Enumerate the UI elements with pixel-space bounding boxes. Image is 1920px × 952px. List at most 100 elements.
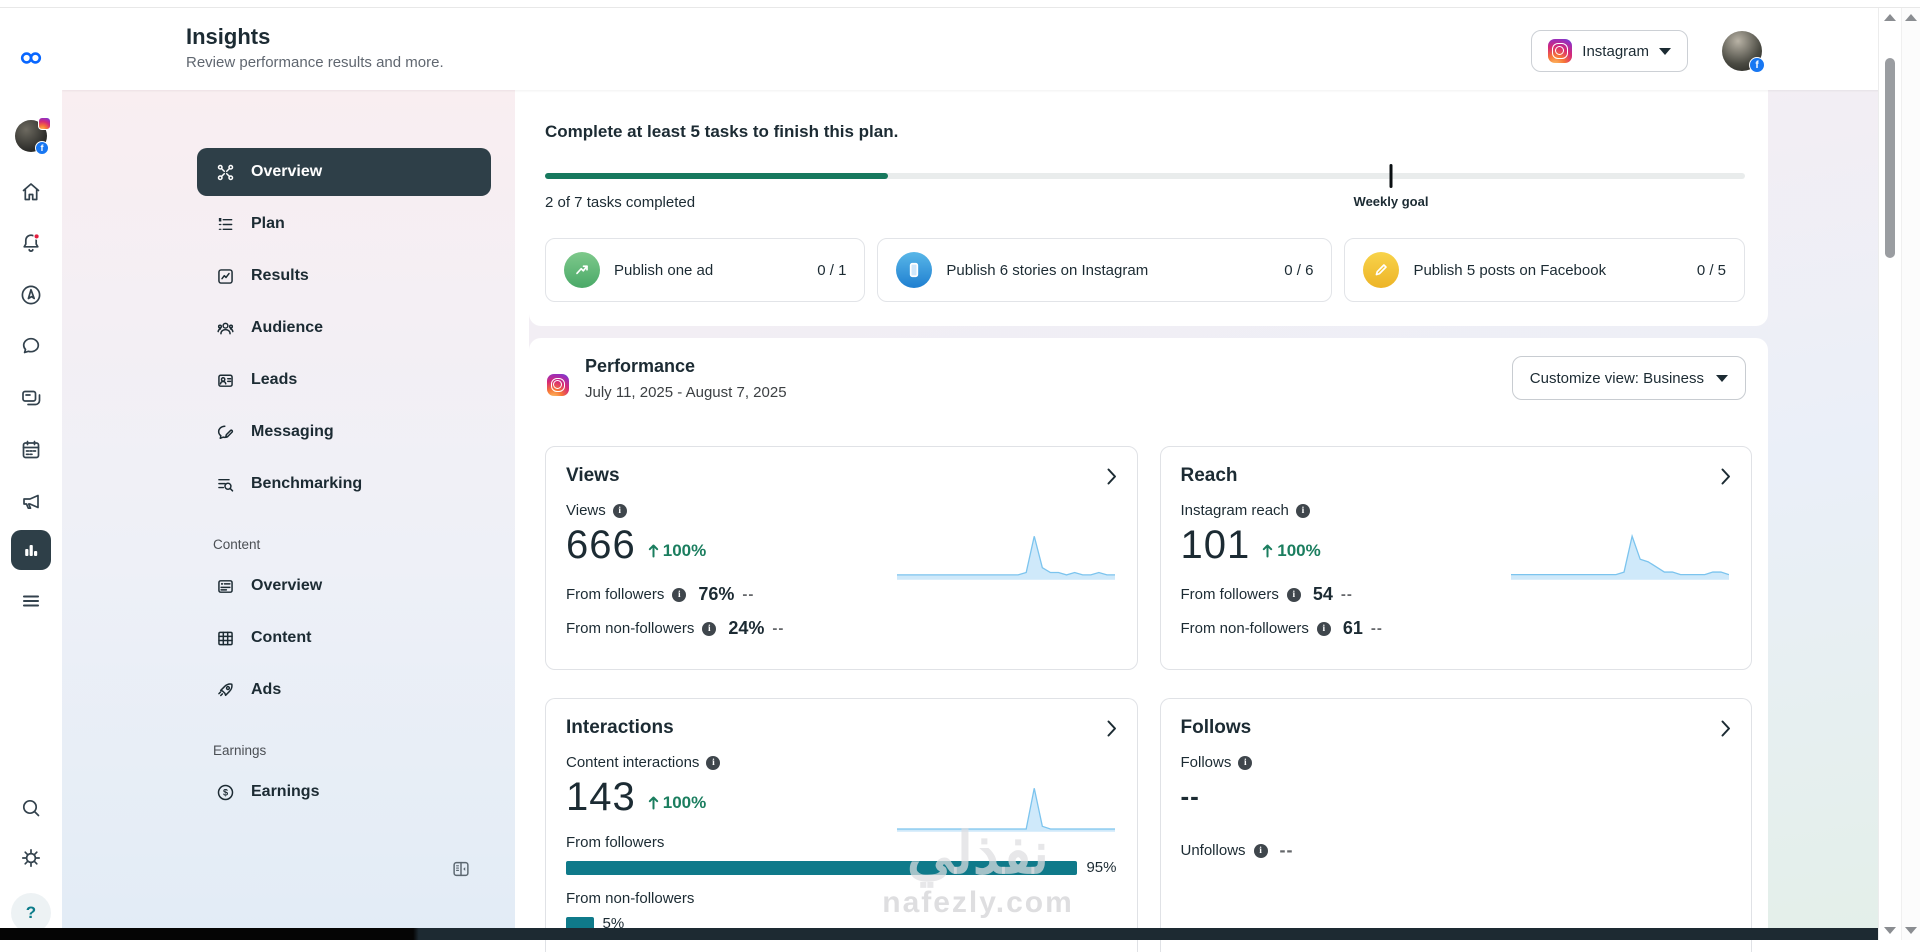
- benchmarking-icon: [218, 478, 234, 492]
- interactions-card: Interactions Content interactions i 143 …: [545, 698, 1138, 952]
- content-icon[interactable]: [11, 378, 51, 418]
- non-followers-bar: [566, 916, 594, 931]
- row-value: 76%: [698, 584, 735, 604]
- scrollbar-thumb[interactable]: [1885, 58, 1895, 258]
- sidebar-item-results[interactable]: Results: [197, 250, 491, 302]
- views-card: Views Views i 666 100% From followers: [545, 446, 1138, 670]
- sidebar-item-messaging[interactable]: Messaging: [197, 406, 491, 458]
- profile-avatar[interactable]: f: [1722, 31, 1765, 73]
- info-icon[interactable]: i: [702, 621, 717, 636]
- home-icon[interactable]: [11, 172, 51, 212]
- reach-card: Reach Instagram reach i 101 100% From f: [1159, 446, 1752, 670]
- sidebar-item-label: Ads: [251, 681, 282, 698]
- views-sparkline: [896, 529, 1115, 580]
- scroll-up-arrow[interactable]: [1905, 14, 1917, 21]
- metric-label: Views: [566, 502, 606, 519]
- task-count: 0 / 1: [817, 261, 847, 279]
- info-icon[interactable]: i: [706, 755, 721, 770]
- sidebar-section-earnings: Earnings: [213, 743, 267, 758]
- page-title: Insights: [186, 24, 271, 49]
- sidebar-item-plan[interactable]: Plan: [197, 198, 491, 250]
- inner-scrollbar[interactable]: [1878, 8, 1900, 940]
- help-icon[interactable]: ?: [11, 893, 51, 933]
- facebook-badge-icon: f: [1749, 57, 1765, 73]
- ads-icon[interactable]: [11, 481, 51, 521]
- sidebar-item-content-overview[interactable]: Overview: [197, 560, 491, 612]
- row-suffix: --: [1340, 586, 1353, 603]
- info-icon[interactable]: i: [1295, 503, 1310, 518]
- task-label: Publish one ad: [614, 261, 714, 279]
- settings-icon[interactable]: [11, 838, 51, 878]
- info-icon[interactable]: i: [1238, 755, 1253, 770]
- row-value: 24%: [728, 618, 765, 638]
- reach-sparkline: [1511, 529, 1729, 580]
- sidebar-item-audience[interactable]: Audience: [197, 302, 491, 354]
- task-publish-stories[interactable]: Publish 6 stories on Instagram 0 / 6: [877, 238, 1333, 302]
- sidebar-section-content: Content: [213, 537, 261, 552]
- info-icon[interactable]: i: [1286, 587, 1301, 602]
- story-phone-icon: [896, 252, 933, 288]
- chevron-right-icon[interactable]: [1107, 468, 1117, 485]
- notifications-icon[interactable]: [11, 223, 51, 263]
- row-suffix: --: [1370, 620, 1383, 637]
- row-value: 54: [1312, 584, 1333, 604]
- sidebar-item-benchmarking[interactable]: Benchmarking: [197, 458, 491, 510]
- facebook-badge-icon: f: [35, 141, 49, 155]
- info-icon[interactable]: i: [1253, 843, 1268, 858]
- task-publish-posts[interactable]: Publish 5 posts on Facebook 0 / 5: [1344, 238, 1745, 302]
- meta-logo[interactable]: [11, 38, 51, 78]
- insights-icon[interactable]: [11, 530, 51, 570]
- chevron-right-icon[interactable]: [1721, 468, 1731, 485]
- sidebar-item-overview[interactable]: Overview: [197, 148, 491, 196]
- reach-title: Reach: [1180, 465, 1238, 486]
- scroll-up-arrow[interactable]: [1883, 14, 1896, 21]
- sidebar-item-label: Results: [251, 267, 309, 284]
- main-content: Complete at least 5 tasks to finish this…: [529, 90, 1880, 952]
- bottom-window-bar: [0, 928, 1878, 940]
- performance-title: Performance: [585, 356, 696, 376]
- search-icon[interactable]: [11, 788, 51, 828]
- ads-manager-icon[interactable]: [11, 275, 51, 315]
- sidebar-item-leads[interactable]: Leads: [197, 354, 491, 406]
- info-icon[interactable]: i: [672, 587, 687, 602]
- chevron-right-icon[interactable]: [1721, 720, 1731, 737]
- metric-label: Follows: [1180, 754, 1232, 771]
- task-publish-ad[interactable]: Publish one ad 0 / 1: [545, 238, 866, 302]
- sidebar-item-content-ads[interactable]: Ads: [197, 664, 491, 716]
- interactions-value: 143: [566, 775, 636, 819]
- audience-icon: [217, 322, 234, 334]
- plan-tasks-card: Complete at least 5 tasks to finish this…: [529, 90, 1768, 326]
- weekly-goal-marker: [1389, 164, 1393, 188]
- chevron-right-icon[interactable]: [1107, 720, 1117, 737]
- sidebar-item-label: Messaging: [251, 423, 334, 440]
- bar-label: From followers: [566, 834, 665, 851]
- account-selector[interactable]: Instagram: [1531, 30, 1688, 72]
- bar-label: From non-followers: [566, 890, 695, 907]
- outer-scrollbar[interactable]: [1901, 8, 1920, 940]
- sidebar-item-content-content[interactable]: Content: [197, 612, 491, 664]
- planner-icon[interactable]: [11, 430, 51, 470]
- metric-label: Instagram reach: [1180, 502, 1289, 519]
- plan-icon: [218, 217, 233, 230]
- instagram-badge-icon: [38, 117, 51, 130]
- task-count: 0 / 6: [1284, 261, 1314, 279]
- business-avatar[interactable]: f: [11, 116, 51, 156]
- collapse-sidebar-button[interactable]: [447, 855, 475, 883]
- scroll-down-arrow[interactable]: [1905, 927, 1917, 934]
- sidebar-item-earnings[interactable]: $ Earnings: [197, 766, 491, 818]
- all-tools-icon[interactable]: [11, 581, 51, 621]
- weekly-goal-label: Weekly goal: [1353, 194, 1429, 209]
- left-icon-rail: f ?: [0, 8, 62, 933]
- customize-view-label: Customize view: Business: [1529, 369, 1704, 387]
- interactions-change: 100%: [648, 793, 706, 813]
- progress-track: [545, 173, 1745, 179]
- sidebar-item-label: Earnings: [251, 783, 320, 800]
- scroll-down-arrow[interactable]: [1883, 927, 1896, 934]
- info-icon[interactable]: i: [612, 503, 627, 518]
- views-change: 100%: [648, 541, 706, 561]
- info-icon[interactable]: i: [1316, 621, 1331, 636]
- sidebar-item-label: Benchmarking: [251, 475, 363, 492]
- window-top-strip: [0, 0, 1920, 8]
- customize-view-button[interactable]: Customize view: Business: [1511, 356, 1746, 400]
- inbox-icon[interactable]: [11, 326, 51, 366]
